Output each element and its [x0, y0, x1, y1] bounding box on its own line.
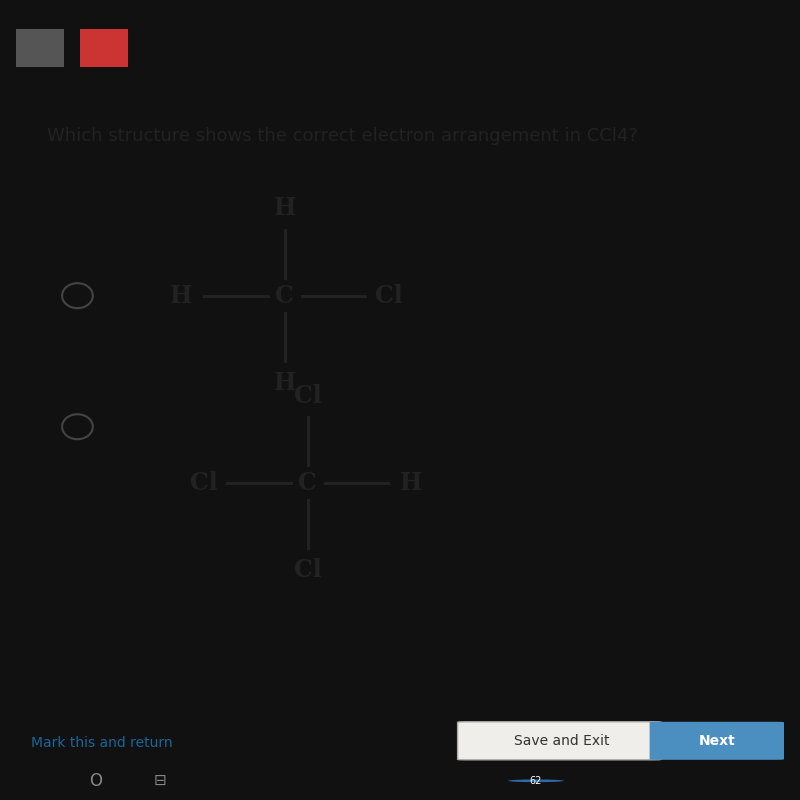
- FancyBboxPatch shape: [650, 722, 784, 760]
- Text: Cl: Cl: [374, 284, 402, 308]
- Text: Cl: Cl: [294, 558, 322, 582]
- Bar: [80, 29, 128, 67]
- Bar: [16, 29, 64, 67]
- Text: Mark this and return: Mark this and return: [31, 736, 173, 750]
- Text: H: H: [274, 371, 296, 395]
- Text: Save and Exit: Save and Exit: [514, 734, 609, 748]
- Text: H: H: [170, 284, 192, 308]
- Text: 62: 62: [530, 776, 542, 786]
- FancyBboxPatch shape: [458, 722, 661, 760]
- Circle shape: [508, 779, 564, 782]
- Text: Next: Next: [699, 734, 735, 748]
- Text: Cl: Cl: [294, 383, 322, 407]
- Text: Which structure shows the correct electron arrangement in CCl4?: Which structure shows the correct electr…: [46, 127, 638, 146]
- Text: Cl: Cl: [190, 471, 218, 495]
- Text: H: H: [274, 196, 296, 220]
- Text: C: C: [298, 471, 318, 495]
- Text: H: H: [400, 471, 422, 495]
- Text: C: C: [275, 284, 294, 308]
- Text: O: O: [90, 772, 102, 790]
- Text: ⊟: ⊟: [154, 774, 166, 788]
